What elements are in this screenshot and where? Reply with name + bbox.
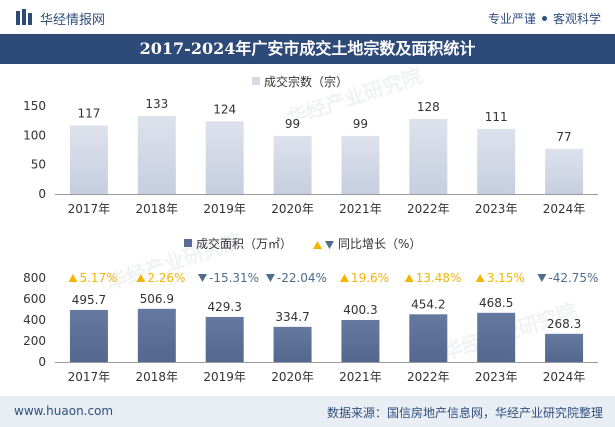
bar-count bbox=[545, 148, 584, 194]
slogan-left: 专业严谨 bbox=[487, 12, 536, 26]
footer-website: www.huaon.com bbox=[14, 404, 114, 418]
y-tick-label: 200 bbox=[23, 334, 46, 348]
bar-count bbox=[69, 125, 108, 194]
x-tick-label: 2022年 bbox=[407, 370, 450, 384]
x-tick-label: 2017年 bbox=[68, 202, 111, 216]
y-tick-label: 150 bbox=[23, 99, 46, 113]
top-bar: 华经情报网 专业严谨 客观科学 bbox=[0, 0, 615, 34]
growth-up-arrow-icon bbox=[68, 274, 78, 282]
footer: www.huaon.com 数据来源：国信房地产信息网，华经产业研究院整理 bbox=[0, 396, 615, 427]
data-label-area: 506.9 bbox=[140, 292, 174, 306]
bar-count bbox=[477, 128, 516, 194]
data-label-count: 77 bbox=[556, 130, 571, 144]
x-tick-label: 2023年 bbox=[475, 370, 518, 384]
slogan-dot bbox=[541, 16, 547, 21]
x-tick-label: 2019年 bbox=[203, 370, 246, 384]
chart-title: 2017-2024年广安市成交土地宗数及面积统计 bbox=[0, 34, 615, 64]
growth-label: -42.75% bbox=[548, 271, 598, 285]
bar-area bbox=[409, 314, 448, 362]
growth-label: 2.26% bbox=[147, 271, 185, 285]
bar-area bbox=[273, 326, 312, 362]
bar-area bbox=[477, 312, 516, 362]
growth-label: 13.48% bbox=[416, 271, 462, 285]
logo-text: 华经情报网 bbox=[40, 13, 106, 28]
legend-label-count: 成交宗数（宗） bbox=[264, 74, 348, 89]
y-tick-label: 50 bbox=[31, 158, 46, 172]
bar-count bbox=[273, 135, 312, 194]
y-tick-label: 0 bbox=[38, 355, 46, 369]
data-label-area: 495.7 bbox=[72, 293, 106, 307]
x-tick-label: 2024年 bbox=[543, 370, 586, 384]
logo-icon bbox=[16, 9, 32, 25]
x-tick-label: 2019年 bbox=[203, 202, 246, 216]
growth-down-arrow-icon bbox=[265, 274, 275, 282]
y-tick-label: 0 bbox=[38, 187, 46, 201]
legend-label-area: 成交面积（万㎡） bbox=[196, 236, 292, 251]
x-tick-label: 2024年 bbox=[543, 202, 586, 216]
growth-down-arrow-icon bbox=[197, 274, 207, 282]
slogan: 专业严谨 客观科学 bbox=[488, 10, 601, 27]
data-label-area: 429.3 bbox=[208, 300, 242, 314]
data-label-count: 111 bbox=[485, 110, 508, 124]
data-label-count: 117 bbox=[77, 106, 100, 120]
bar-area bbox=[69, 309, 108, 362]
x-tick-label: 2018年 bbox=[136, 202, 179, 216]
growth-label: 19.6% bbox=[351, 271, 389, 285]
slogan-right: 客观科学 bbox=[552, 12, 601, 26]
y-tick-label: 800 bbox=[23, 271, 46, 285]
bar-area bbox=[205, 316, 244, 362]
growth-label: 5.17% bbox=[79, 271, 117, 285]
legend-swatch-area bbox=[184, 239, 192, 247]
growth-label: -15.31% bbox=[209, 271, 259, 285]
bar-area bbox=[137, 308, 176, 362]
data-label-area: 400.3 bbox=[343, 303, 377, 317]
x-tick-label: 2021年 bbox=[339, 370, 382, 384]
growth-label: -22.04% bbox=[277, 271, 327, 285]
growth-up-arrow-icon bbox=[339, 274, 349, 282]
x-tick-label: 2021年 bbox=[339, 202, 382, 216]
x-tick-label: 2020年 bbox=[271, 370, 314, 384]
bar-count bbox=[137, 115, 176, 194]
bar-count bbox=[341, 135, 380, 194]
y-tick-label: 600 bbox=[23, 292, 46, 306]
data-label-area: 268.3 bbox=[547, 317, 581, 331]
x-tick-label: 2022年 bbox=[407, 202, 450, 216]
legend-up-arrow-icon bbox=[313, 241, 322, 249]
y-tick-label: 100 bbox=[23, 128, 46, 142]
x-tick-label: 2020年 bbox=[271, 202, 314, 216]
data-label-area: 334.7 bbox=[275, 310, 309, 324]
x-tick-label: 2023年 bbox=[475, 202, 518, 216]
legend-down-arrow-icon bbox=[325, 241, 334, 249]
growth-down-arrow-icon bbox=[537, 274, 547, 282]
bar-count bbox=[205, 121, 244, 194]
bar-count bbox=[409, 118, 448, 194]
legend-label-growth: 同比增长（%） bbox=[338, 237, 421, 251]
bar-area bbox=[341, 319, 380, 362]
bar-area bbox=[545, 333, 584, 362]
data-label-area: 468.5 bbox=[479, 296, 513, 310]
growth-up-arrow-icon bbox=[475, 274, 485, 282]
legend-swatch-count bbox=[252, 77, 260, 85]
data-label-count: 128 bbox=[417, 100, 440, 114]
footer-source: 数据来源：国信房地产信息网，华经产业研究院整理 bbox=[326, 406, 603, 420]
data-label-count: 133 bbox=[145, 97, 168, 111]
growth-label: 3.15% bbox=[487, 271, 525, 285]
x-tick-label: 2018年 bbox=[136, 370, 179, 384]
growth-up-arrow-icon bbox=[404, 274, 414, 282]
data-label-count: 99 bbox=[353, 117, 368, 131]
data-label-count: 124 bbox=[213, 102, 236, 116]
data-label-area: 454.2 bbox=[411, 297, 445, 311]
data-label-count: 99 bbox=[285, 117, 300, 131]
y-tick-label: 400 bbox=[23, 313, 46, 327]
growth-up-arrow-icon bbox=[136, 274, 146, 282]
x-tick-label: 2017年 bbox=[68, 370, 111, 384]
